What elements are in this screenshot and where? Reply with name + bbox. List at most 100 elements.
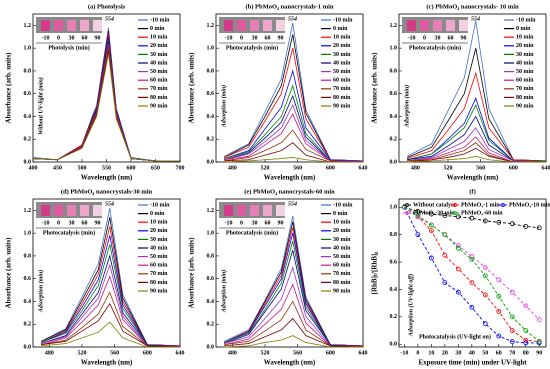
- x-tick-label: 600: [326, 350, 335, 356]
- data-point: [509, 328, 515, 333]
- data-point: [509, 339, 515, 344]
- series-line: [407, 147, 546, 163]
- legend-label: PbMoO₄-1 min: [461, 202, 500, 208]
- chart-title: (a) Photolysis: [88, 3, 126, 10]
- legend-label: 90 min: [150, 288, 168, 294]
- plot-frame: [398, 13, 547, 163]
- x-tick-label: 90: [536, 350, 542, 356]
- x-axis-label: Wavelength (nm): [81, 174, 133, 182]
- legend-label: 50 min: [150, 254, 168, 260]
- side-label: Adsorption (min): [220, 270, 227, 314]
- inset-tick-label: 0: [57, 220, 60, 226]
- x-tick-label: 10: [428, 350, 434, 356]
- x-axis-label: Wavelength (nm): [264, 174, 316, 182]
- legend-label: 0 min: [150, 211, 165, 217]
- series-line: [407, 48, 547, 162]
- data-point: [469, 254, 475, 259]
- inset-vial: [54, 205, 63, 216]
- inset-label: Photolysis (min): [48, 44, 90, 51]
- legend-label: 10 min: [150, 220, 168, 226]
- inset-tick-label: 0: [240, 220, 243, 226]
- legend-label: -10 min: [333, 17, 353, 23]
- inset-vial: [237, 20, 246, 31]
- x-tick-label: 520: [78, 350, 87, 356]
- inset-vial: [276, 205, 285, 216]
- y-tick-label: 0.6: [390, 259, 398, 265]
- legend-label: 80 min: [150, 280, 168, 286]
- x-tick-label: 560: [476, 165, 485, 171]
- data-point: [509, 221, 515, 227]
- inset-vial: [263, 205, 272, 216]
- chart-title: (c) PbMoO₄ nanocrystals- 10 min: [426, 3, 519, 10]
- legend-label: -10 min: [516, 17, 536, 23]
- legend-label: 70 min: [150, 271, 168, 277]
- legend-label: 10 min: [150, 35, 168, 41]
- series-line: [224, 113, 364, 163]
- data-point: [442, 252, 448, 258]
- legend-label: 10 min: [333, 220, 351, 226]
- y-tick-label: 1.2: [207, 208, 215, 214]
- y-tick-label: 0.8: [24, 68, 32, 74]
- data-point: [536, 339, 542, 344]
- y-axis-label: Absorbance (arb. units): [188, 52, 196, 124]
- y-tick-label: 0.6: [207, 91, 215, 97]
- chart-title: (f): [469, 188, 476, 195]
- x-tick-label: 520: [444, 165, 453, 171]
- x-tick-label: 550: [102, 165, 111, 171]
- data-point: [455, 243, 461, 248]
- data-point: [415, 232, 421, 238]
- inset-label: Photocatalysis (min): [43, 229, 95, 236]
- legend-label: -10 min: [150, 202, 170, 208]
- data-point: [428, 228, 434, 233]
- inset-tick-label: 60: [448, 35, 454, 41]
- inset-tick-label: 60: [265, 220, 271, 226]
- inset-label: Photocatalysis (min): [226, 229, 278, 236]
- inset-tick-label: 0: [423, 35, 426, 41]
- y-tick-label: 0.4: [207, 114, 215, 120]
- legend-label: 30 min: [150, 52, 168, 58]
- x-axis-label: Wavelength (nm): [81, 359, 133, 367]
- inset-vial: [54, 20, 63, 31]
- side-label: Adsorption (min): [220, 85, 227, 129]
- y-tick-label: 0.0: [24, 344, 32, 350]
- y-tick-label: 0.2: [207, 322, 215, 328]
- x-tick-label: 50: [482, 350, 488, 356]
- inset-tick-label: -10: [408, 35, 416, 41]
- x-tick-label: 500: [78, 165, 87, 171]
- legend-marker: [453, 203, 457, 207]
- side-label: Adsorption (min): [37, 270, 44, 314]
- legend-label: PbMoO₄-30 min: [413, 210, 455, 216]
- series-line: [407, 104, 546, 162]
- x-tick-label: 700: [176, 165, 185, 171]
- y-tick-label: 0.2: [24, 137, 32, 143]
- inset-tick-label: -10: [225, 35, 233, 41]
- plot-frame: [215, 13, 364, 163]
- x-tick-label: 560: [110, 350, 119, 356]
- inset-label: Photocatalysis (min): [226, 44, 278, 51]
- inset-label: Photocatalysis (min): [409, 44, 461, 51]
- x-tick-label: 640: [359, 350, 368, 356]
- data-point: [536, 225, 542, 231]
- series-line: [224, 84, 363, 162]
- series-line: [224, 283, 363, 347]
- legend-label: 30 min: [150, 237, 168, 243]
- legend-label: 60 min: [150, 263, 168, 269]
- x-axis-label: Wavelength (nm): [264, 359, 316, 367]
- legend-label: 60 min: [516, 78, 534, 84]
- inset-tick-label: 30: [69, 35, 75, 41]
- data-point: [455, 289, 461, 295]
- x-tick-label: 600: [326, 165, 335, 171]
- inset-vial: [41, 20, 50, 31]
- x-tick-label: 30: [455, 350, 461, 356]
- y-tick-label: 0.6: [207, 276, 215, 282]
- legend-label: 0 min: [333, 211, 348, 217]
- legend-label: 80 min: [333, 280, 351, 286]
- x-tick-label: 80: [523, 350, 529, 356]
- series-line: [224, 129, 364, 163]
- y-tick-label: 0.8: [207, 253, 215, 259]
- inset-tick-label: 30: [252, 35, 258, 41]
- inset-tick-label: 30: [252, 220, 258, 226]
- data-point: [523, 337, 529, 343]
- x-tick-label: 560: [293, 165, 302, 171]
- legend-label: 40 min: [150, 60, 168, 66]
